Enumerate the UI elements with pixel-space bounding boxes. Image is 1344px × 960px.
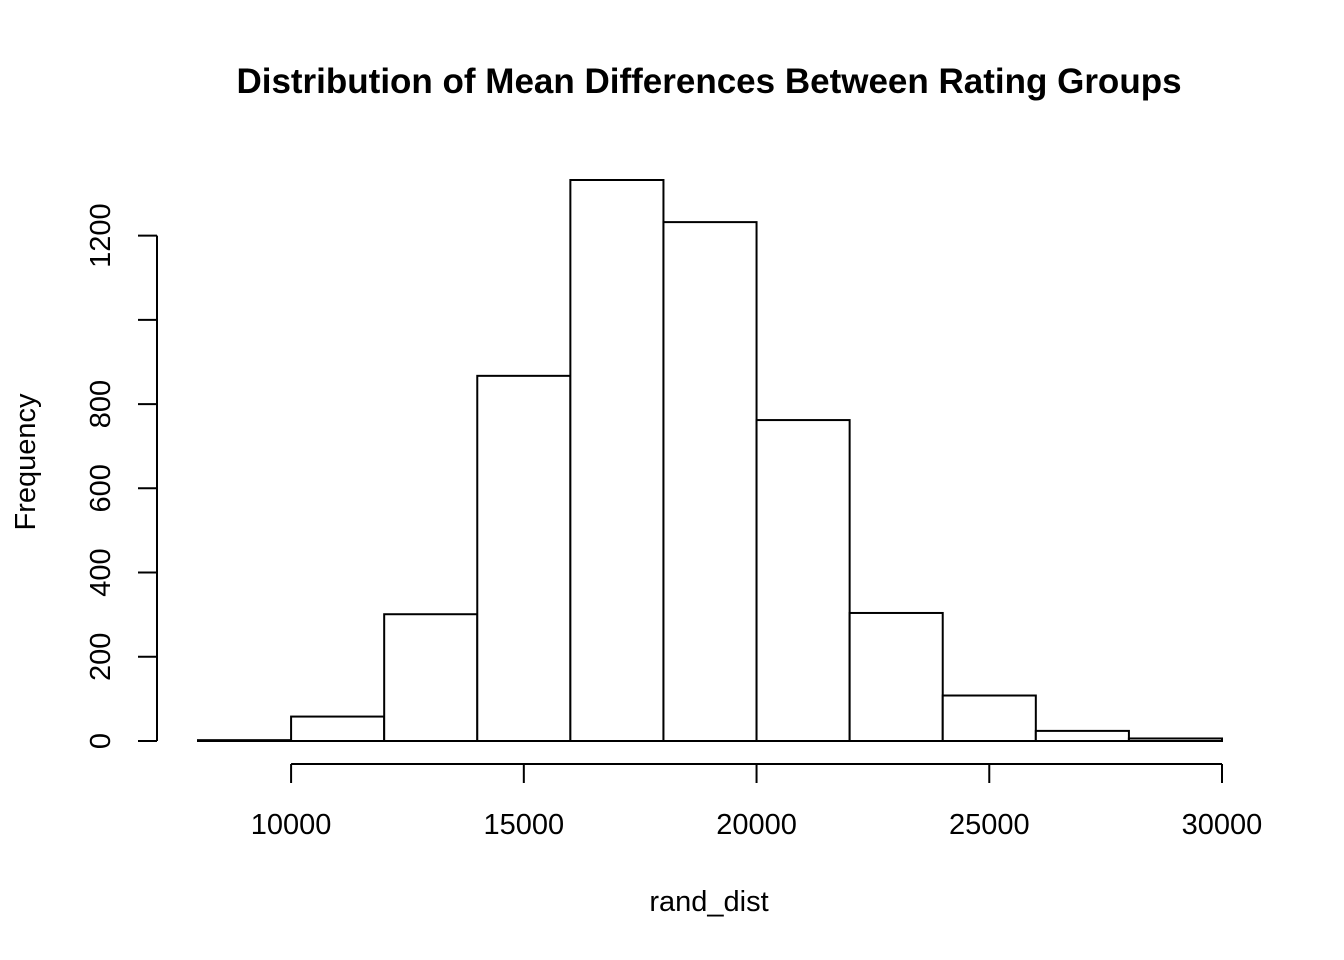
histogram-bars (197, 179, 1223, 743)
histogram-bar-5 (662, 221, 758, 742)
x-tick-label-2: 20000 (716, 809, 797, 841)
histogram-bar-3 (476, 374, 572, 742)
y-tick-label-3: 600 (85, 464, 117, 512)
histogram-bar-7 (848, 611, 944, 743)
histogram-bar-2 (383, 613, 479, 742)
y-tick-label-1: 200 (85, 633, 117, 681)
y-tick-label-4: 800 (85, 380, 117, 428)
y-axis-label: Frequency (10, 393, 42, 531)
histogram-bar-1 (290, 715, 386, 743)
x-axis: 10000 15000 20000 25000 30000 (251, 763, 1263, 841)
histogram-bar-8 (941, 694, 1037, 742)
y-axis: 0 200 400 600 800 1200 (85, 203, 158, 749)
y-tick-label-6: 1200 (85, 203, 117, 268)
histogram-bar-9 (1034, 729, 1130, 743)
y-tick-label-2: 400 (85, 548, 117, 596)
histogram-bar-10 (1127, 737, 1223, 742)
x-axis-label: rand_dist (649, 886, 768, 918)
histogram-bar-4 (569, 179, 665, 742)
x-tick-label-4: 30000 (1182, 809, 1263, 841)
x-tick-label-3: 25000 (949, 809, 1030, 841)
histogram-bar-0 (197, 739, 293, 742)
x-tick-label-1: 15000 (483, 809, 564, 841)
x-tick-label-0: 10000 (251, 809, 332, 841)
y-tick-label-0: 0 (85, 733, 117, 749)
histogram-bar-6 (755, 419, 851, 742)
chart-title: Distribution of Mean Differences Between… (236, 62, 1181, 101)
